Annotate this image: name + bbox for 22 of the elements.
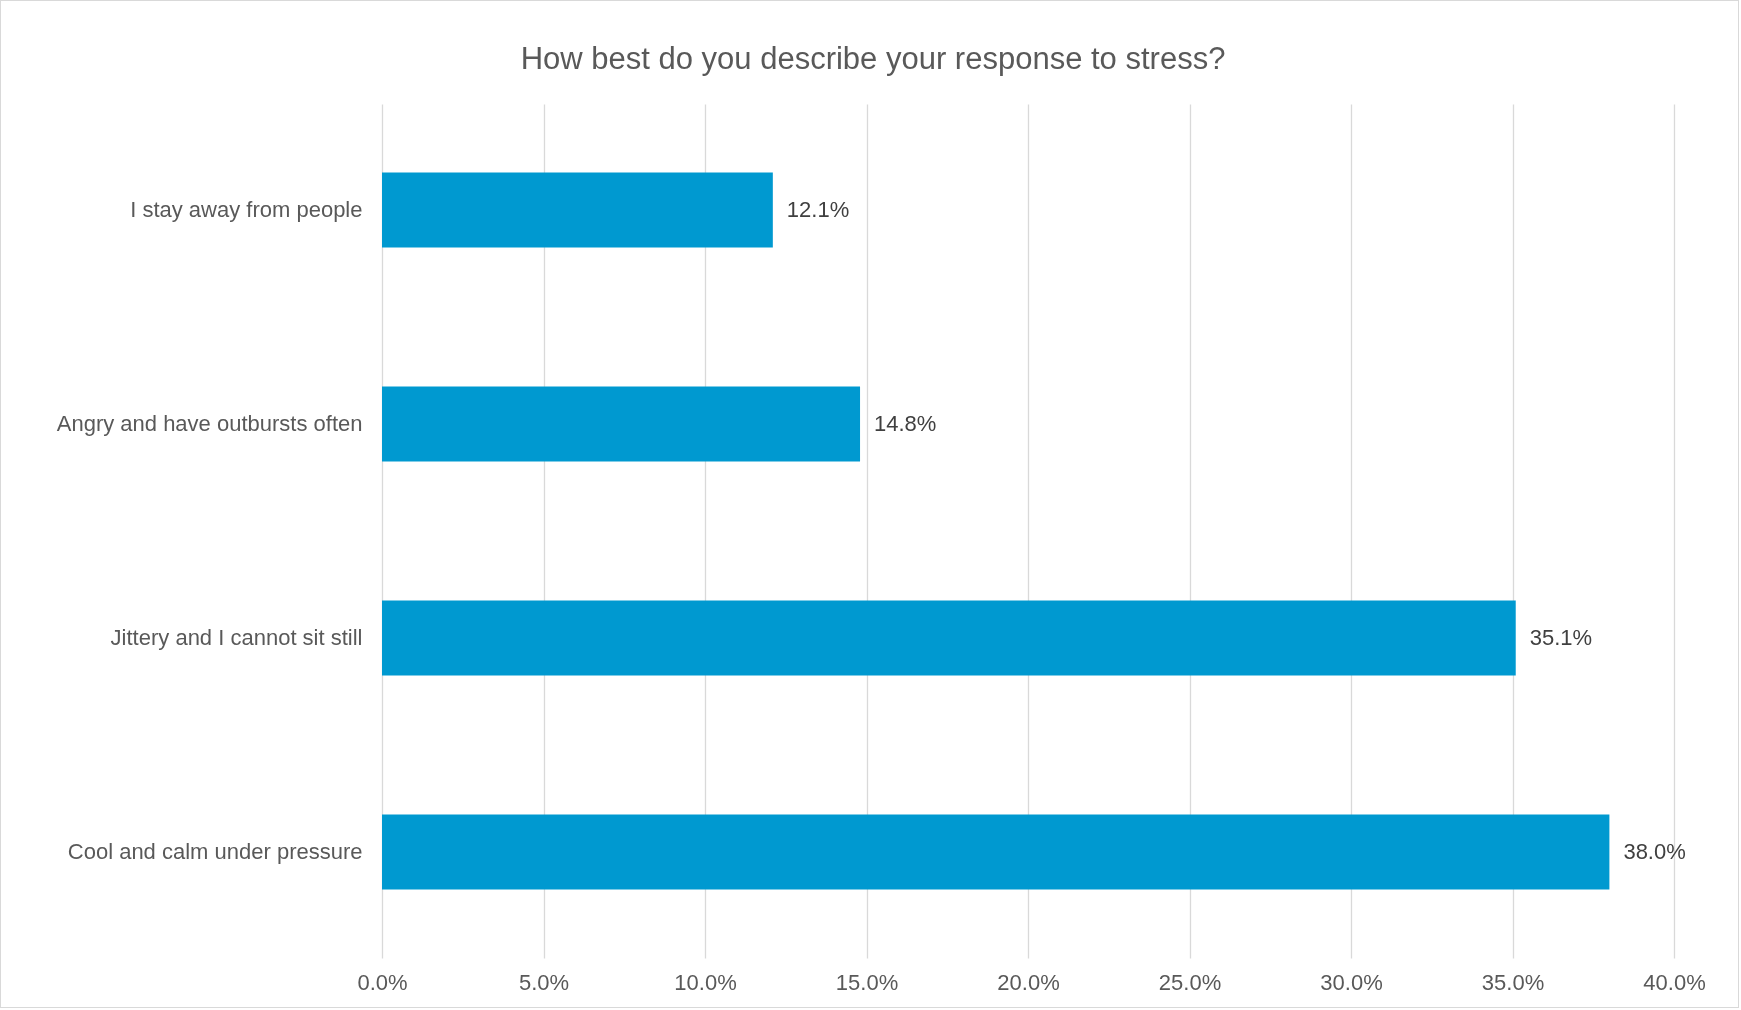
x-tick-label: 0.0% (357, 969, 408, 995)
data-label: 35.1% (1529, 625, 1593, 651)
y-tick-label: Jittery and I cannot sit still (110, 625, 363, 651)
x-tick-label: 35.0% (1481, 969, 1545, 995)
data-label: 14.8% (874, 410, 937, 436)
x-tick-label: 20.0% (997, 969, 1060, 995)
x-tick-label: 25.0% (1158, 969, 1222, 995)
x-tick-label: 40.0% (1643, 969, 1706, 995)
y-tick-label: I stay away from people (130, 196, 363, 222)
y-tick-label: Angry and have outbursts often (56, 410, 363, 436)
x-tick-label: 5.0% (518, 969, 570, 995)
y-tick-label: Cool and calm under pressure (67, 839, 363, 865)
chart-title: How best do you describe your response to stress? (520, 41, 1226, 76)
bar (382, 386, 861, 462)
data-label: 12.1% (786, 196, 850, 222)
bar (382, 600, 1516, 676)
x-tick-label: 15.0% (835, 969, 899, 995)
data-label: 38.0% (1623, 839, 1686, 865)
bar (382, 172, 773, 248)
bar (382, 814, 1610, 890)
x-tick-label: 30.0% (1320, 969, 1383, 995)
x-tick-label: 10.0% (674, 969, 737, 995)
